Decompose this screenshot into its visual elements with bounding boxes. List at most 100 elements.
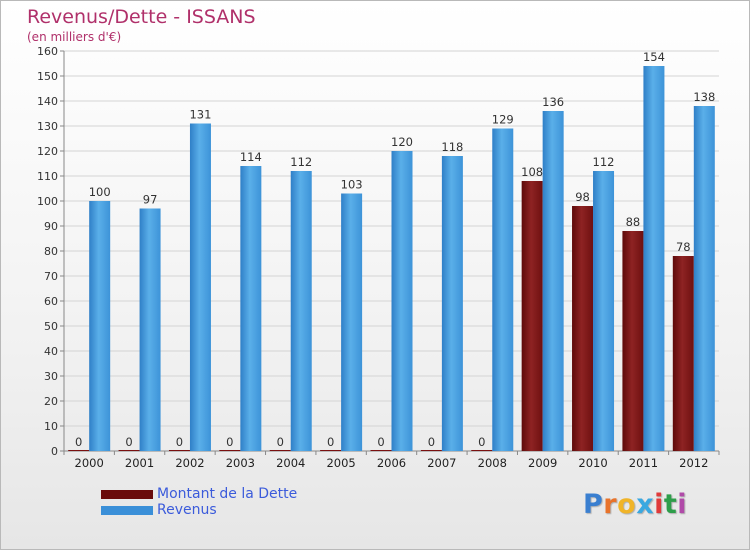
legend-label-dette: Montant de la Dette xyxy=(157,486,298,502)
x-tick-label: 2005 xyxy=(326,456,355,470)
bar-dette-2003 xyxy=(219,450,241,451)
y-tick-label: 40 xyxy=(44,345,58,358)
bar-dette-2002 xyxy=(168,450,190,451)
value-label-revenus-2011: 154 xyxy=(643,50,665,64)
value-label-dette-2005: 0 xyxy=(327,435,334,449)
chart-title: Revenus/Dette - ISSANS xyxy=(27,6,256,28)
x-tick-label: 2002 xyxy=(175,456,204,470)
x-tick-label: 2001 xyxy=(125,456,154,470)
logo-letter: r xyxy=(603,489,618,520)
value-label-dette-2000: 0 xyxy=(75,435,82,449)
y-tick-label: 110 xyxy=(37,170,58,183)
value-label-revenus-2002: 131 xyxy=(189,108,211,122)
bar-dette-2005 xyxy=(320,450,342,451)
bar-dette-2001 xyxy=(118,450,140,451)
logo-letter: x xyxy=(636,489,655,520)
y-tick-label: 0 xyxy=(51,445,58,458)
value-label-revenus-2001: 97 xyxy=(143,193,158,207)
y-tick-label: 30 xyxy=(44,370,58,383)
x-tick-label: 2006 xyxy=(377,456,406,470)
axes: 0 10 20 30 40 50 60 70 80 90 100 110 120 130 140 150 160… xyxy=(37,45,720,470)
bar-dette-2007 xyxy=(420,450,442,451)
bar-revenus-2012 xyxy=(693,106,715,451)
bar-dette-2008 xyxy=(471,450,493,451)
value-label-revenus-2008: 129 xyxy=(492,113,514,127)
bar-revenus-2009 xyxy=(542,111,564,451)
y-tick-label: 160 xyxy=(37,45,58,58)
legend-swatch-revenus xyxy=(101,506,153,515)
bar-revenus-2010 xyxy=(593,171,615,451)
bar-revenus-2007 xyxy=(441,156,463,451)
bar-dette-2006 xyxy=(370,450,392,451)
y-tick-label: 130 xyxy=(37,120,58,133)
value-label-dette-2011: 88 xyxy=(626,215,641,229)
bar-revenus-2006 xyxy=(391,151,413,451)
y-tick-label: 100 xyxy=(37,195,58,208)
value-label-dette-2004: 0 xyxy=(277,435,284,449)
value-label-revenus-2003: 114 xyxy=(240,150,262,164)
bar-dette-2012 xyxy=(672,256,694,451)
value-label-dette-2006: 0 xyxy=(377,435,384,449)
value-labels: 0 100 0 97 0 131 0 114 0 112 0 103 0 120 0 118 0 129 108 13… xyxy=(75,50,715,449)
bar-revenus-2011 xyxy=(643,66,665,451)
value-label-revenus-2000: 100 xyxy=(89,185,111,199)
value-label-revenus-2012: 138 xyxy=(693,90,715,104)
x-tick-label: 2003 xyxy=(226,456,255,470)
y-tick-label: 120 xyxy=(37,145,58,158)
logo-letter: i xyxy=(654,489,664,520)
value-label-dette-2010: 98 xyxy=(575,190,590,204)
value-label-dette-2003: 0 xyxy=(226,435,233,449)
value-label-dette-2009: 108 xyxy=(521,165,543,179)
value-label-revenus-2004: 112 xyxy=(290,155,312,169)
value-label-dette-2002: 0 xyxy=(176,435,183,449)
y-tick-label: 80 xyxy=(44,245,58,258)
value-label-dette-2008: 0 xyxy=(478,435,485,449)
legend-label-revenus: Revenus xyxy=(157,502,217,518)
bar-revenus-2004 xyxy=(290,171,312,451)
value-label-revenus-2005: 103 xyxy=(341,178,363,192)
bar-revenus-2005 xyxy=(341,193,363,451)
value-label-dette-2001: 0 xyxy=(125,435,132,449)
y-tick-label: 140 xyxy=(37,95,58,108)
value-label-revenus-2010: 112 xyxy=(593,155,615,169)
chart-subtitle: (en milliers d'€) xyxy=(27,30,122,44)
logo-letter: o xyxy=(617,489,637,520)
x-tick-label: 2008 xyxy=(478,456,507,470)
x-tick-label: 2009 xyxy=(528,456,557,470)
bar-dette-2009 xyxy=(521,181,543,451)
logo-letter: P xyxy=(583,489,604,520)
y-tick-label: 150 xyxy=(37,70,58,83)
bar-dette-2011 xyxy=(622,231,644,451)
proxiti-logo: Proxiti xyxy=(583,489,687,520)
bar-revenus-2003 xyxy=(240,166,262,451)
logo-letter: i xyxy=(677,489,688,520)
bar-revenus-2002 xyxy=(189,123,211,451)
bar-dette-2010 xyxy=(572,206,594,451)
logo-letter: t xyxy=(663,489,678,520)
x-tick-label: 2007 xyxy=(427,456,456,470)
bar-revenus-2001 xyxy=(139,208,161,451)
value-label-dette-2012: 78 xyxy=(676,240,691,254)
value-label-dette-2007: 0 xyxy=(428,435,435,449)
y-tick-label: 10 xyxy=(44,420,58,433)
x-tick-label: 2000 xyxy=(75,456,104,470)
bar-dette-2000 xyxy=(68,450,90,451)
bars xyxy=(68,66,715,451)
y-tick-label: 70 xyxy=(44,270,58,283)
y-tick-label: 60 xyxy=(44,295,58,308)
x-tick-label: 2012 xyxy=(679,456,708,470)
bar-revenus-2008 xyxy=(492,128,514,451)
y-tick-label: 20 xyxy=(44,395,58,408)
y-tick-label: 90 xyxy=(44,220,58,233)
value-label-revenus-2009: 136 xyxy=(542,95,564,109)
legend-swatch-dette xyxy=(101,490,153,499)
y-tick-label: 50 xyxy=(44,320,58,333)
x-tick-label: 2010 xyxy=(578,456,607,470)
bar-revenus-2000 xyxy=(89,201,111,451)
bar-dette-2004 xyxy=(269,450,291,451)
value-label-revenus-2006: 120 xyxy=(391,135,413,149)
value-label-revenus-2007: 118 xyxy=(441,140,463,154)
x-tick-label: 2011 xyxy=(629,456,658,470)
